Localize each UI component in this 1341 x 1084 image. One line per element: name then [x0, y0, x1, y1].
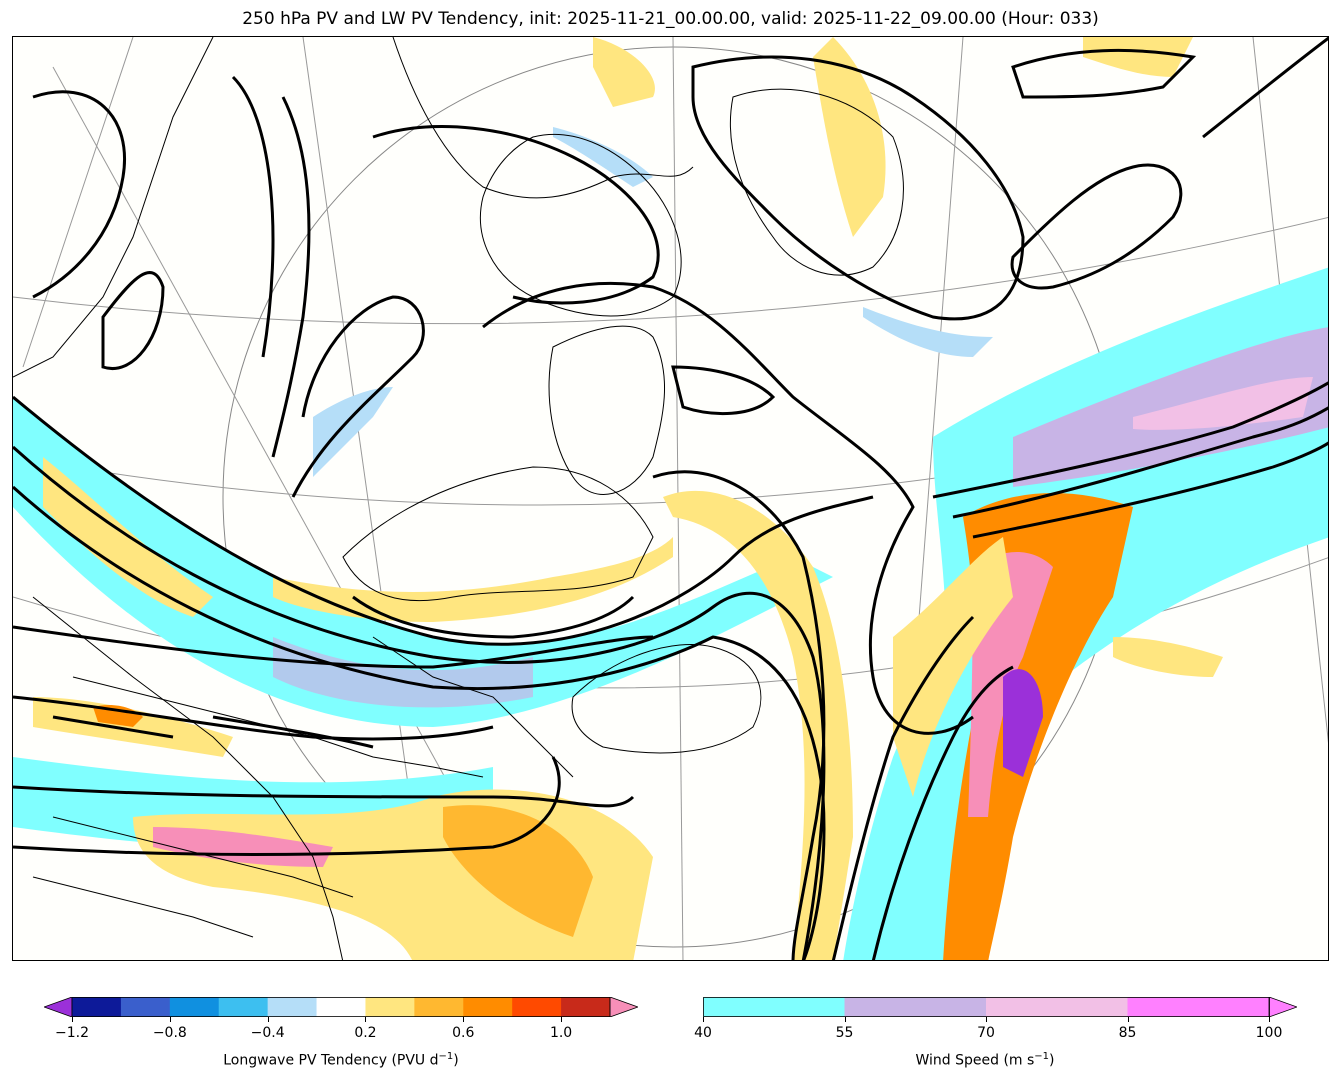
pv-colorbar-swatch [120, 997, 171, 1017]
pv-colorbar-swatch [267, 997, 318, 1017]
pv-colorbar-tickmark [169, 1017, 171, 1022]
wind-colorbar-tickmark [986, 1017, 987, 1022]
pv-tendency-colorbar [42, 996, 640, 1018]
pv-colorbar-over-triangle [609, 996, 640, 1018]
pv-colorbar-swatch [512, 997, 562, 1017]
pv-contours [13, 37, 1328, 960]
pv-colorbar-swatch [218, 997, 269, 1017]
chart-title: 250 hPa PV and LW PV Tendency, init: 202… [242, 9, 1099, 29]
wind-colorbar-tick-label: 100 [1255, 1025, 1283, 1041]
pv-colorbar-swatches [42, 996, 640, 1018]
pv-colorbar-under-triangle [42, 996, 73, 1018]
pv-colorbar-tick-label: −0.4 [250, 1025, 285, 1041]
wind-colorbar-over-triangle [1268, 996, 1299, 1018]
wind-colorbar-tick-label: 55 [835, 1025, 854, 1041]
pv-colorbar-swatch [365, 997, 415, 1017]
pv-colorbar-swatch [561, 997, 611, 1017]
wind-colorbar-tickmark [703, 1017, 704, 1022]
wind-colorbar-tickmark [1269, 1017, 1270, 1022]
pv-colorbar-tickmark [267, 1017, 269, 1022]
map-svg [13, 37, 1328, 960]
pv-colorbar-swatch [414, 997, 464, 1017]
wind-colorbar-swatch [986, 997, 1128, 1017]
pv-colorbar-label: Longwave PV Tendency (PVU d−1) [223, 1051, 459, 1069]
wind-colorbar-swatches [703, 996, 1299, 1018]
pv-colorbar-swatch [316, 997, 366, 1017]
pv-colorbar-swatch [463, 997, 513, 1017]
pv-colorbar-tick-label: −0.8 [152, 1025, 187, 1041]
pv-tendency-fill [33, 37, 1223, 960]
map-panel [12, 36, 1329, 961]
pv-colorbar-tickmark [365, 1017, 367, 1022]
pv-colorbar-tickmark [561, 1017, 563, 1022]
wind-colorbar-swatch [1127, 997, 1270, 1017]
pv-colorbar-swatch [72, 997, 122, 1017]
pv-colorbar-tickmark [463, 1017, 465, 1022]
wind-colorbar-swatch [844, 997, 987, 1017]
pv-colorbar-tick-label: −1.2 [55, 1025, 89, 1041]
wind-colorbar-label: Wind Speed (m s−1) [915, 1051, 1055, 1069]
wind-colorbar-tickmark [844, 1017, 846, 1022]
pv-colorbar-tick-label: 0.2 [354, 1025, 377, 1041]
wind-colorbar-swatch [703, 997, 845, 1017]
pv-colorbar-tickmark [72, 1017, 73, 1022]
wind-speed-colorbar [703, 996, 1299, 1018]
pv-colorbar-tick-label: 0.6 [452, 1025, 475, 1041]
wind-colorbar-tick-label: 40 [694, 1025, 712, 1041]
wind-colorbar-tickmark [1127, 1017, 1129, 1022]
wind-colorbar-tick-label: 70 [977, 1025, 995, 1041]
pv-colorbar-tick-label: 1.0 [549, 1025, 573, 1041]
pv-colorbar-swatch [169, 997, 220, 1017]
wind-colorbar-tick-label: 85 [1118, 1025, 1137, 1041]
